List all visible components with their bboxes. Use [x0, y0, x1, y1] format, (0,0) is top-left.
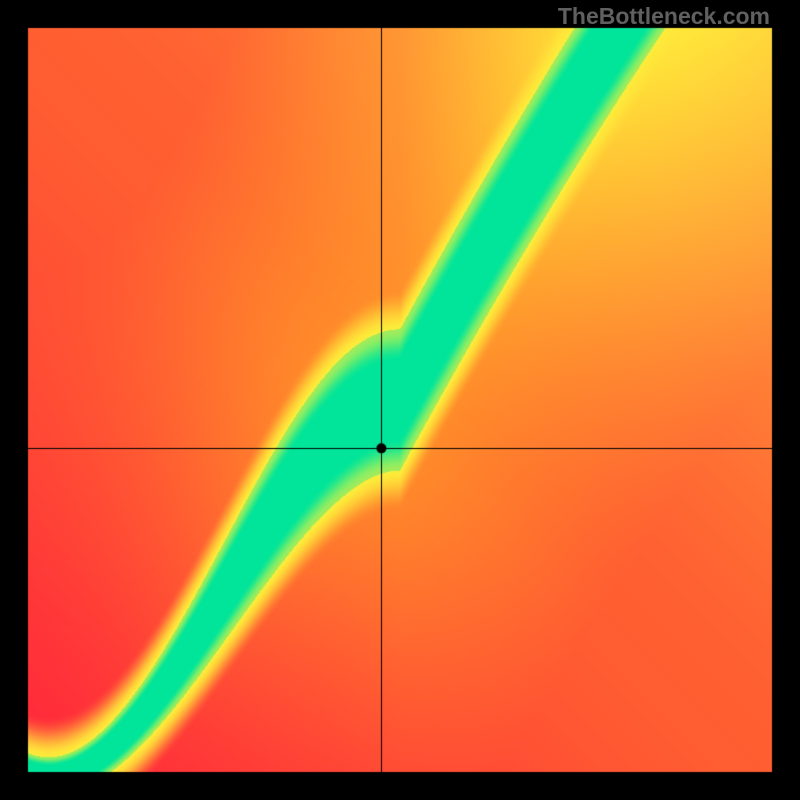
watermark-text: TheBottleneck.com: [558, 3, 770, 30]
bottleneck-heatmap: [0, 0, 800, 800]
